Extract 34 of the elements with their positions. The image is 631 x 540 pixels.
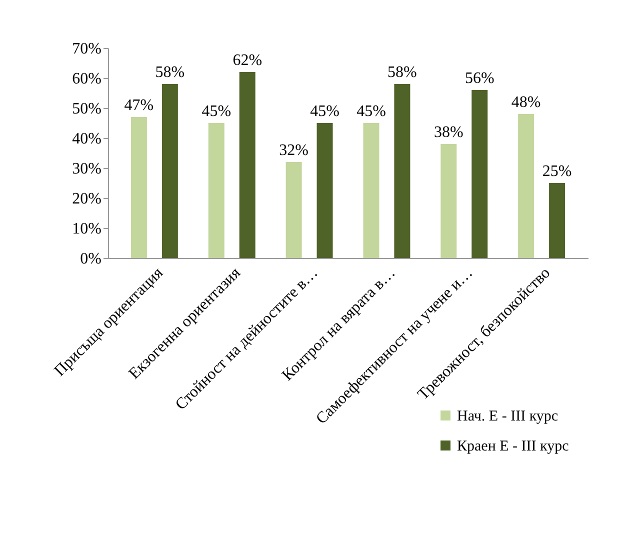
data-label: 45% [310, 103, 340, 120]
y-tick-label: 10% [72, 220, 102, 238]
bar [286, 162, 302, 258]
y-tick-label: 60% [72, 70, 102, 88]
bar [472, 90, 488, 258]
bar [440, 144, 457, 258]
y-tick-label: 70% [72, 40, 102, 58]
bar [394, 84, 410, 258]
legend-label: Нач. Е - III курс [457, 408, 558, 424]
data-label: 56% [464, 70, 494, 87]
y-tick-label: 20% [72, 190, 102, 208]
data-label: 58% [155, 64, 185, 81]
data-label: 32% [279, 142, 308, 159]
bar [316, 123, 333, 258]
bar [130, 117, 147, 258]
data-label: 38% [434, 124, 464, 141]
y-tick-label: 50% [72, 100, 102, 118]
bar [363, 123, 380, 258]
y-tick-label: 0% [80, 250, 102, 268]
data-label: 47% [124, 97, 154, 114]
y-tick-label: 30% [72, 160, 102, 178]
bar [549, 183, 566, 258]
y-tick-label: 40% [72, 130, 102, 148]
legend-label: Краен Е - III курс [457, 438, 570, 454]
data-label: 45% [356, 103, 386, 120]
data-label: 48% [511, 94, 541, 111]
data-label: 25% [542, 163, 572, 180]
bar [208, 123, 224, 258]
data-label: 62% [232, 52, 262, 69]
bar [518, 114, 534, 258]
data-label: 45% [202, 103, 232, 120]
bar [162, 84, 178, 258]
bar [239, 72, 256, 258]
data-label: 58% [388, 64, 417, 81]
